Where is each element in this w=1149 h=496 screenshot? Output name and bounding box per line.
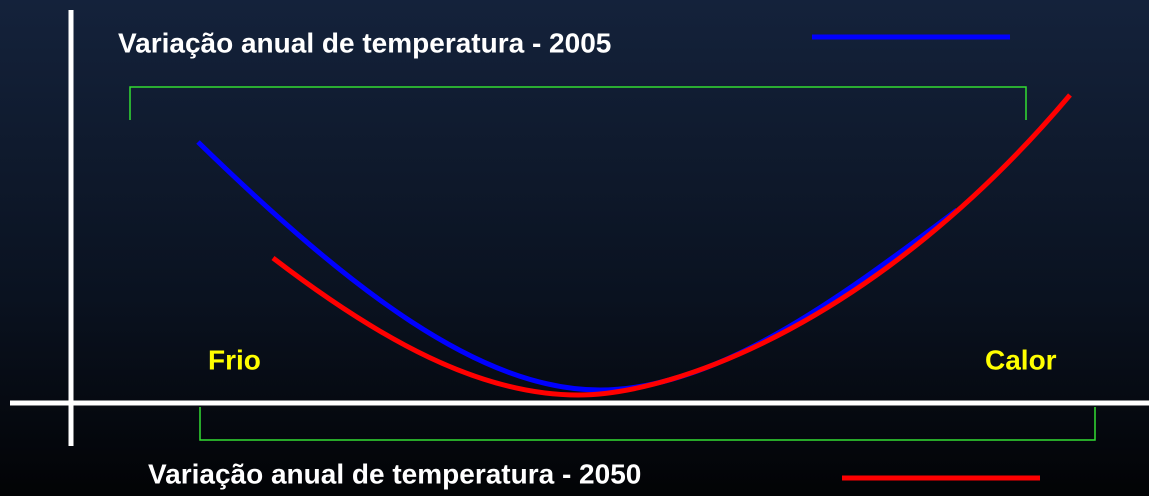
legend-label: Variação anual de temperatura - 2005	[118, 27, 611, 58]
legend-label: Variação anual de temperatura - 2050	[148, 458, 641, 489]
curve-2050	[271, 93, 1072, 398]
curve-2005	[196, 140, 959, 393]
cold-label: Frio	[208, 344, 261, 375]
hot-label: Calor	[985, 344, 1057, 375]
range-bracket-2005	[129, 86, 1027, 120]
range-bracket-2050	[199, 407, 1096, 441]
